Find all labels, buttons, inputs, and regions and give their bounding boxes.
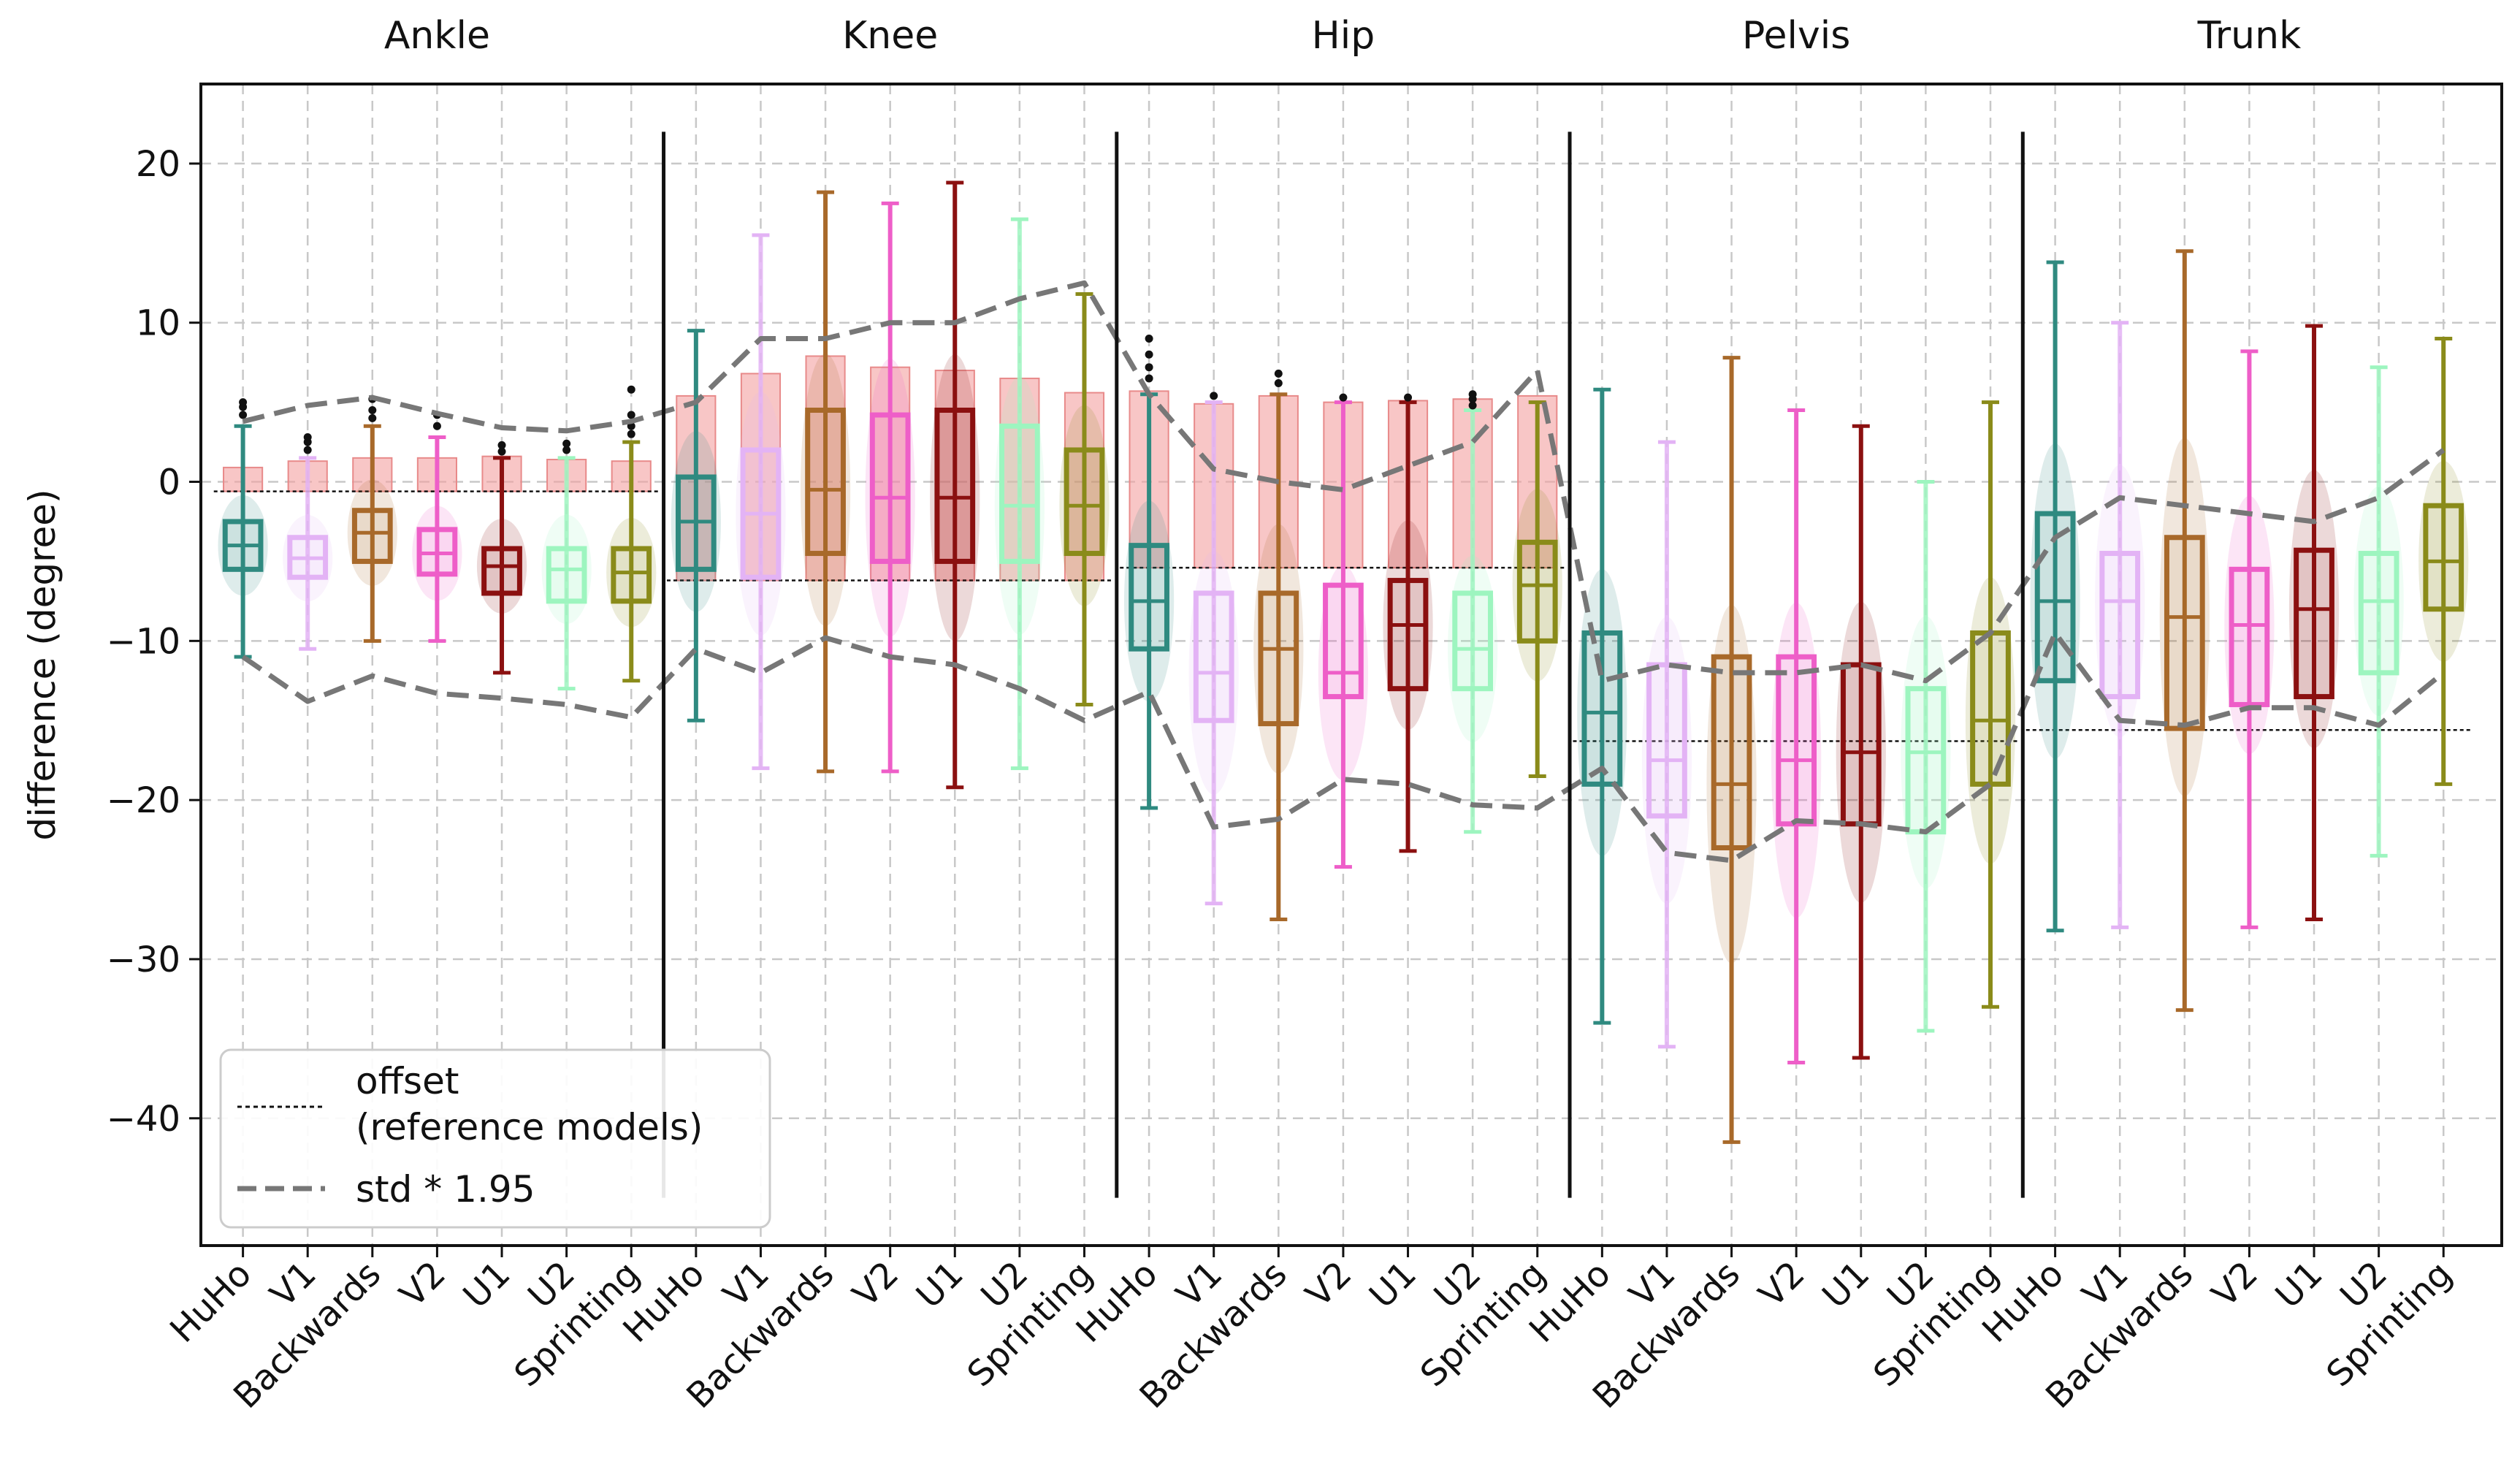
box xyxy=(2294,547,2334,700)
group-title: Trunk xyxy=(2197,14,2302,58)
plot-frame xyxy=(199,83,2503,1247)
box xyxy=(1776,654,1817,827)
outlier-point xyxy=(1468,401,1477,410)
group-separators xyxy=(662,131,2025,1198)
legend-offset-sublabel: (reference models) xyxy=(356,1106,703,1148)
outlier-point xyxy=(1145,350,1153,359)
box xyxy=(1387,578,1429,692)
box xyxy=(2164,535,2205,731)
outlier-point xyxy=(627,385,635,394)
outlier-point xyxy=(1274,378,1283,387)
box xyxy=(1581,630,1623,787)
box xyxy=(1193,590,1234,723)
y-tick-label: −20 xyxy=(107,780,180,821)
box xyxy=(351,508,393,564)
group-titles: Ankle Knee Hip Pelvis Trunk xyxy=(384,14,2301,58)
std-lower-line xyxy=(241,630,2445,864)
x-tick-label: U1 xyxy=(909,1254,971,1316)
outlier-point xyxy=(562,439,571,448)
outlier-point xyxy=(239,411,248,419)
x-tick-label: U1 xyxy=(1362,1254,1424,1316)
outlier-point xyxy=(1145,363,1153,372)
outlier-point xyxy=(368,413,377,422)
x-tick-label: V2 xyxy=(2204,1254,2266,1315)
legend: offset (reference models) std * 1.95 xyxy=(219,1048,771,1229)
outlier-point xyxy=(1468,390,1477,399)
box xyxy=(869,412,911,564)
y-tick-label: 0 xyxy=(158,462,180,503)
box xyxy=(2229,566,2270,707)
box xyxy=(805,408,846,557)
x-tick-label: U1 xyxy=(2267,1254,2330,1316)
legend-offset-label: offset xyxy=(356,1060,459,1102)
box xyxy=(1516,539,1558,644)
box xyxy=(611,546,652,604)
box xyxy=(1840,662,1882,827)
box-series xyxy=(218,180,2469,1144)
x-tick-label: V2 xyxy=(392,1254,453,1315)
y-tick-label: −10 xyxy=(107,621,180,662)
box xyxy=(999,423,1040,564)
y-tick-label: −30 xyxy=(107,939,180,980)
outlier-point xyxy=(1145,334,1153,343)
group-title: Hip xyxy=(1312,14,1375,58)
legend-std-label: std * 1.95 xyxy=(356,1168,535,1211)
box xyxy=(2099,551,2141,700)
box xyxy=(1129,543,1169,652)
outlier-point xyxy=(303,446,312,454)
y-tick-label: 10 xyxy=(136,303,180,344)
y-tick-label: 20 xyxy=(136,144,180,185)
x-tick-label: HuHo xyxy=(162,1254,259,1351)
outlier-point xyxy=(1274,369,1283,378)
box xyxy=(546,546,587,604)
x-tick-label: V2 xyxy=(1751,1254,1812,1315)
group-title: Ankle xyxy=(384,14,490,58)
box xyxy=(1711,654,1752,850)
outlier-point xyxy=(239,398,248,407)
std-dashed-lines xyxy=(241,280,2445,864)
box xyxy=(1323,582,1364,700)
box xyxy=(1905,686,1947,835)
x-tick-label: U1 xyxy=(1814,1254,1877,1316)
y-tick-label: −40 xyxy=(107,1099,180,1140)
y-axis: 20 10 0 −10 −20 −30 −40 xyxy=(107,144,201,1140)
outlier-point xyxy=(1339,393,1348,402)
outlier-point xyxy=(1404,393,1413,402)
x-tick-label: U1 xyxy=(455,1254,518,1316)
group-title: Pelvis xyxy=(1742,14,1850,58)
box xyxy=(1064,447,1105,557)
box xyxy=(2358,551,2399,676)
outlier-point xyxy=(1145,374,1153,383)
outlier-point xyxy=(368,406,377,415)
outlier-point xyxy=(497,441,506,449)
outlier-point xyxy=(497,447,506,456)
legend-box xyxy=(219,1048,771,1229)
std-upper-line xyxy=(242,280,2445,684)
box xyxy=(934,408,976,564)
box xyxy=(1258,590,1299,727)
group-title: Knee xyxy=(842,14,938,58)
outlier-point xyxy=(627,430,635,438)
box xyxy=(1452,590,1494,692)
outlier-point xyxy=(303,433,312,442)
box xyxy=(481,546,522,596)
x-tick-label: Sprinting xyxy=(2318,1254,2459,1395)
outlier-point xyxy=(562,446,571,454)
x-tick-label: V2 xyxy=(1298,1254,1359,1315)
outlier-point xyxy=(627,411,635,419)
outlier-point xyxy=(432,422,441,430)
outlier-point xyxy=(1210,392,1218,400)
y-axis-label: difference (degree) xyxy=(21,489,64,840)
box xyxy=(2423,503,2464,612)
box xyxy=(1646,662,1687,819)
x-tick-label: V2 xyxy=(845,1254,906,1315)
